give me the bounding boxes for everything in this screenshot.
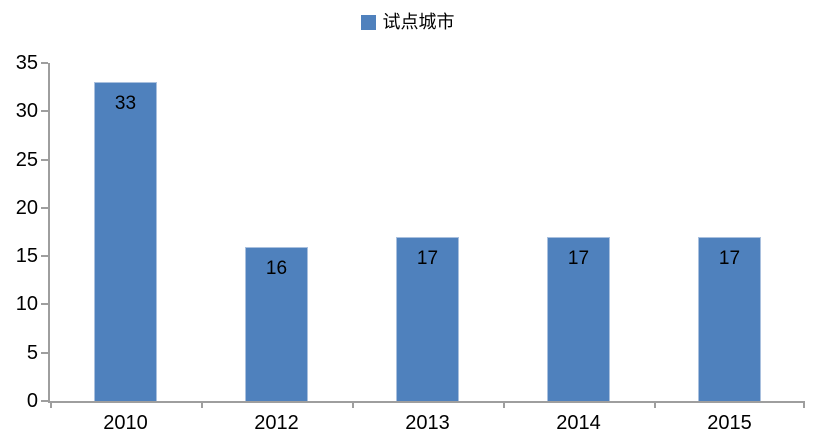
x-axis-label: 2014	[556, 412, 601, 434]
y-axis-tick-label: 20	[15, 196, 38, 219]
chart-legend: 试点城市	[0, 13, 815, 31]
y-axis-tick-label: 0	[26, 390, 38, 412]
y-axis-tick-label: 15	[15, 245, 38, 268]
y-axis-tick-label: 5	[26, 341, 38, 364]
y-axis-tick	[41, 255, 48, 258]
y-axis-tick	[41, 62, 48, 64]
bar-value-label: 17	[567, 247, 590, 269]
x-axis-tick	[352, 401, 354, 408]
legend-label: 试点城市	[382, 12, 455, 32]
bar-value-label: 16	[265, 257, 288, 279]
x-axis-tick	[201, 401, 203, 408]
plot-area: 0 5 10 15 20 25 30 35 33 2010 16 2012 17 2013 17 2014 17…	[16, 53, 805, 433]
x-axis-label: 2013	[405, 412, 450, 434]
y-axis-tick-label: 10	[15, 293, 38, 316]
bar-2013: 17	[395, 236, 460, 401]
x-axis-tick	[654, 401, 656, 408]
y-axis-tick	[41, 303, 48, 306]
bar-value-label: 33	[114, 93, 137, 115]
x-axis-tick	[50, 401, 52, 408]
bar-2014: 17	[546, 236, 611, 401]
x-axis-tick	[803, 401, 805, 408]
y-axis-tick-label: 25	[15, 148, 38, 171]
y-axis-tick	[41, 351, 48, 354]
bar-value-label: 17	[718, 247, 741, 269]
y-axis-tick	[41, 206, 48, 209]
y-axis-tick-label: 35	[15, 52, 38, 74]
x-axis-label: 2012	[254, 412, 299, 434]
legend-square-icon	[360, 14, 376, 30]
x-axis-tick	[503, 401, 505, 408]
bar-value-label: 17	[416, 247, 439, 269]
y-axis-tick	[41, 158, 48, 161]
bar-2012: 16	[244, 246, 309, 401]
y-axis-tick	[41, 110, 48, 113]
x-axis-label: 2015	[707, 412, 752, 434]
y-axis-tick	[41, 400, 48, 402]
y-axis-tick-label: 30	[15, 100, 38, 123]
x-axis-label: 2010	[103, 412, 148, 434]
bar-2010: 33	[93, 82, 158, 401]
bar-2015: 17	[697, 236, 762, 401]
